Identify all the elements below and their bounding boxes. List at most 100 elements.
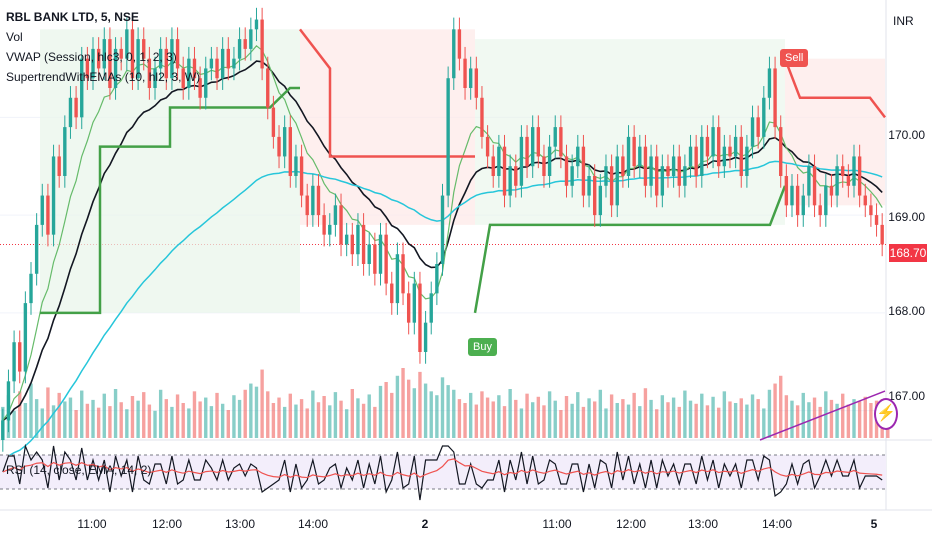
volume-bar [305, 408, 309, 438]
volume-bar [846, 404, 851, 438]
candle-body [463, 58, 467, 88]
candle-body [824, 185, 828, 216]
volume-bar [288, 393, 292, 438]
supertrend-legend[interactable]: SupertrendWithEMAs (10, hl2, 3, W) [6, 70, 201, 84]
volume-bar [525, 393, 529, 438]
candle-body [158, 48, 163, 69]
volume-bar [812, 397, 817, 438]
accent-line [759, 390, 886, 441]
candle-body [576, 146, 580, 167]
candle-body [779, 127, 783, 176]
candle-body [204, 68, 208, 98]
volume-bar [621, 399, 625, 438]
candle-body [440, 195, 445, 264]
volume-bar [717, 407, 721, 438]
candle-body [18, 342, 22, 372]
volume-bar [615, 403, 619, 438]
candle-body [773, 68, 777, 128]
volume-bar [784, 395, 789, 438]
time-label: 11:00 [77, 517, 107, 531]
price-label-167: 167.00 [888, 389, 925, 403]
candle-body [113, 48, 118, 88]
candle-body [361, 224, 366, 264]
volume-bar [254, 386, 259, 438]
candle-body [34, 224, 39, 274]
volume-bar [249, 383, 253, 438]
volume-bar [700, 393, 704, 438]
volume-bar [40, 408, 44, 438]
rsi-legend[interactable]: RSI (14, close, EMA, 14, 2) [6, 463, 152, 477]
candle-body [581, 146, 586, 196]
candle-body [660, 166, 665, 196]
supertrend-down-line [783, 58, 886, 119]
volume-bar [531, 402, 535, 438]
buy-signal: Buy [468, 338, 497, 356]
candle-body [288, 127, 292, 176]
vol-legend[interactable]: Vol [6, 30, 23, 44]
volume-bar [463, 403, 467, 438]
volume-bar [350, 389, 354, 438]
volume-bar [576, 392, 580, 438]
symbol-title: RBL BANK LTD, 5, NSE [6, 10, 139, 24]
candle-body [147, 58, 152, 88]
candle-body [767, 68, 772, 98]
candle-body [655, 156, 659, 196]
volume-bar [266, 391, 270, 438]
volume-bar [29, 383, 33, 438]
candle-body [390, 283, 394, 304]
candle-body [232, 58, 236, 69]
candle-body [609, 166, 614, 206]
volume-bar [435, 395, 439, 438]
time-label: 12:00 [615, 517, 647, 531]
volume-bar [598, 389, 603, 438]
volume-bar [457, 399, 462, 438]
candle-body [694, 146, 698, 176]
volume-bar [294, 404, 298, 438]
lightning-icon[interactable]: ⚡ [874, 398, 898, 430]
candle-body [384, 234, 388, 284]
candle-body [125, 29, 129, 59]
volume-bar [311, 390, 315, 438]
candle-body [502, 146, 507, 196]
volume-bar [632, 392, 636, 438]
candle-body [412, 283, 417, 323]
volume-bar [316, 402, 321, 438]
volume-bar [643, 388, 648, 438]
candle-body [322, 215, 326, 235]
volume-bar [153, 410, 157, 438]
candle-body [1, 420, 5, 440]
volume-bar [401, 368, 405, 438]
volume-bar [277, 397, 281, 438]
volume-bar [136, 400, 140, 438]
candle-body [705, 136, 710, 157]
volume-bar [705, 405, 710, 438]
candle-body [570, 166, 574, 186]
volume-bar [497, 395, 501, 438]
volume-bar [593, 401, 597, 438]
volume-bar [192, 391, 197, 438]
candle-body [468, 68, 473, 88]
volume-bar [175, 394, 180, 438]
volume-bar [570, 403, 574, 438]
sell-signal: Sell [780, 49, 809, 67]
candle-body [153, 68, 157, 88]
volume-bar [779, 375, 783, 438]
candle-body [401, 254, 405, 294]
candle-body [96, 48, 101, 69]
volume-bar [519, 408, 524, 438]
candle-body [733, 136, 738, 157]
volume-bar [429, 391, 433, 438]
candle-body [497, 146, 501, 176]
volume-bar [863, 396, 867, 438]
volume-bar [508, 389, 512, 438]
candle-body [418, 283, 422, 352]
candle-body [423, 322, 428, 352]
candle-body [829, 185, 834, 196]
candle-body [220, 48, 225, 79]
time-label: 5 [870, 517, 878, 531]
volume-bar [406, 379, 411, 438]
candle-body [260, 19, 264, 69]
volume-bar [119, 402, 123, 438]
vwap-legend[interactable]: VWAP (Session, hlc3, 0, 1, 2, 3) [6, 50, 177, 64]
candle-body [790, 185, 794, 206]
